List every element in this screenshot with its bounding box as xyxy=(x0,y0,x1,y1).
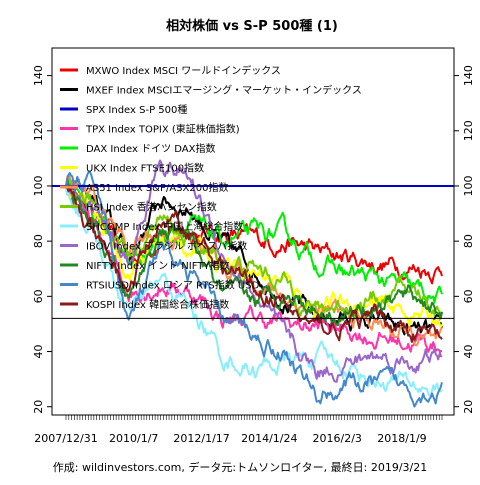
x-tick-label-1: 2010/1/7 xyxy=(109,432,158,445)
y-tick-label-left-140: 140 xyxy=(32,65,45,86)
legend-label-7: HSI Index 香港ハンセン指数 xyxy=(86,201,217,214)
legend-label-12: KOSPI Index 韓国総合株価指数 xyxy=(86,298,229,311)
y-tick-label-left-100: 100 xyxy=(32,175,45,196)
legend-label-3: TPX Index TOPIX (東証株価指数) xyxy=(85,123,240,136)
x-tick-label-4: 2016/2/3 xyxy=(313,432,362,445)
y-tick-label-left-40: 40 xyxy=(32,345,45,359)
x-tick-label-0: 2007/12/31 xyxy=(34,432,97,445)
legend-label-5: UKX Index FTSE100指数 xyxy=(86,162,204,175)
legend-label-4: DAX Index ドイツ DAX指数 xyxy=(86,142,216,155)
y-tick-label-left-120: 120 xyxy=(32,120,45,141)
axes: 20 20 40 40 60 60 80 80 100 100 120 120 140 140 2007/1… xyxy=(32,65,475,445)
legend-label-11: RTSIUSD Index ロシア RTS指数 USD xyxy=(86,279,260,292)
series-line-11 xyxy=(65,185,443,343)
legend-label-9: IBOV Index ブラジル ボベスパ指数 xyxy=(86,240,247,253)
y-tick-label-right-20: 20 xyxy=(462,400,475,414)
series-line-9 xyxy=(65,177,443,327)
legend-label-10: NIFTY Index インド NIFTY指数 xyxy=(86,259,230,272)
legend-label-2: SPX Index S-P 500種 xyxy=(86,103,187,116)
legend-label-1: MXEF Index MSCIエマージング・マーケット・インデックス xyxy=(86,84,362,97)
series-line-6 xyxy=(65,178,443,319)
series-line-4 xyxy=(65,185,443,329)
plot-area xyxy=(52,159,454,408)
y-tick-label-left-80: 80 xyxy=(32,234,45,248)
y-tick-label-right-60: 60 xyxy=(462,289,475,303)
y-tick-label-left-60: 60 xyxy=(32,289,45,303)
x-tick-label-2: 2012/1/17 xyxy=(173,432,229,445)
legend-label-6: AS51 Index S&P/ASX200指数 xyxy=(86,181,228,194)
series-line-10 xyxy=(65,170,443,408)
y-tick-label-right-120: 120 xyxy=(462,120,475,141)
y-tick-label-right-40: 40 xyxy=(462,345,475,359)
source-caption: 作成: wildinvestors.com, データ元:トムソンロイター, 最終… xyxy=(53,460,427,474)
x-tick-label-3: 2014/1/24 xyxy=(241,432,297,445)
legend-label-0: MXWO Index MSCI ワールドインデックス xyxy=(86,64,281,77)
x-tick-label-5: 2018/1/9 xyxy=(377,432,426,445)
y-tick-label-right-140: 140 xyxy=(462,65,475,86)
plot-frame xyxy=(51,47,455,416)
y-tick-label-right-100: 100 xyxy=(462,175,475,196)
y-tick-label-right-80: 80 xyxy=(462,234,475,248)
y-tick-label-left-20: 20 xyxy=(32,400,45,414)
series-line-7 xyxy=(65,185,443,398)
series-line-8 xyxy=(65,159,443,383)
legend: MXWO Index MSCI ワールドインデックス MXEF Index MSC… xyxy=(60,64,362,311)
legend-label-8: SHCOMP Index 中国上海総合指数 xyxy=(86,220,243,233)
chart-title: 相対株価 vs S-P 500種 (1) xyxy=(166,18,338,34)
